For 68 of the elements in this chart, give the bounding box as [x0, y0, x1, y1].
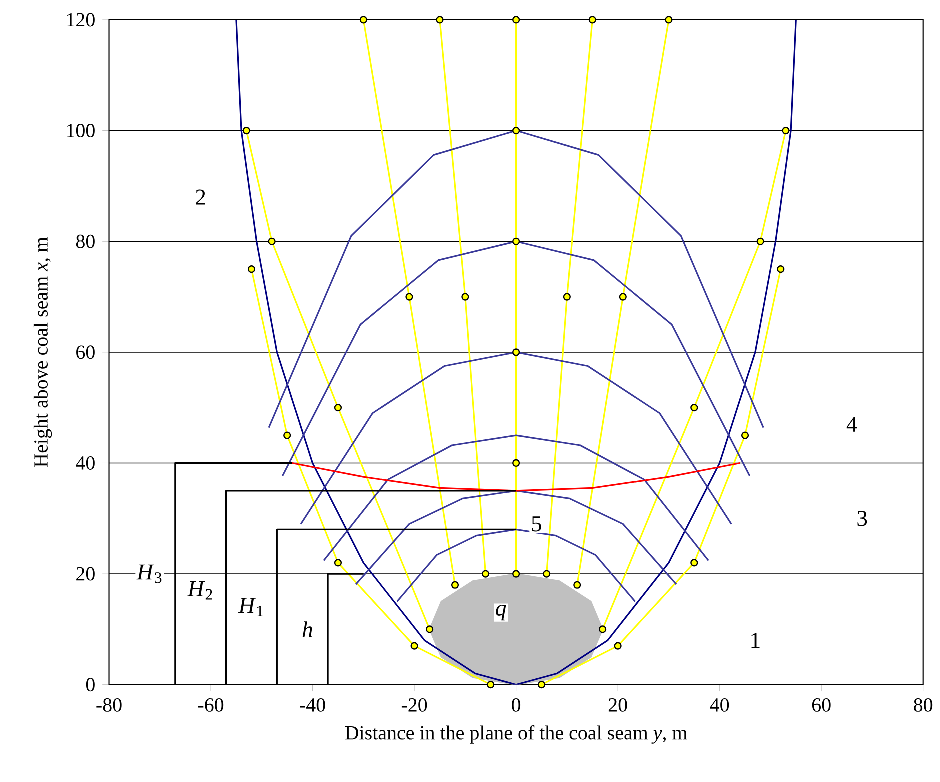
point	[741, 432, 750, 440]
point	[451, 581, 460, 589]
x-tick-label: -40	[300, 698, 326, 712]
point	[563, 293, 571, 301]
annotation: q	[496, 605, 506, 621]
line-series	[355, 490, 678, 586]
point	[619, 293, 627, 301]
point	[436, 16, 444, 24]
point	[599, 626, 607, 634]
point	[512, 570, 520, 578]
x-tick-label: 60	[812, 698, 831, 712]
y-axis-title: Height above coal seam x, m	[34, 237, 52, 468]
annotation: 1	[752, 632, 760, 648]
x-tick-label: -80	[96, 698, 122, 712]
point	[782, 126, 790, 135]
x-tick-label: 80	[914, 698, 933, 712]
line-series	[323, 434, 710, 562]
point	[334, 559, 342, 567]
annotation: h	[302, 622, 312, 638]
point	[512, 348, 520, 356]
annotation: 5	[532, 516, 542, 532]
x-tick-label: -60	[198, 698, 224, 712]
point	[665, 16, 673, 24]
point	[360, 16, 368, 24]
point	[777, 265, 785, 274]
y-tick-label: 0	[86, 678, 95, 692]
point	[426, 626, 434, 634]
point	[487, 681, 495, 689]
point	[756, 238, 764, 246]
line-series	[292, 462, 741, 492]
annotation: H$_{1}$	[238, 598, 264, 616]
y-tick-label: 120	[67, 13, 95, 27]
x-axis-title: Distance in the plane of the coal seam y, m	[345, 725, 688, 744]
x-tick-label: 0	[512, 698, 521, 712]
y-tick-label: 20	[76, 567, 95, 581]
annotation: 3	[858, 510, 868, 526]
point	[690, 404, 698, 412]
point	[538, 681, 546, 689]
point	[410, 642, 418, 650]
point	[482, 570, 490, 578]
point	[512, 126, 520, 135]
point	[690, 559, 698, 567]
point	[512, 238, 520, 246]
point	[543, 570, 551, 578]
point	[614, 642, 622, 650]
point	[574, 581, 582, 589]
point	[588, 16, 596, 24]
x-tick-label: 40	[710, 698, 730, 712]
y-tick-label: 100	[67, 124, 95, 138]
point	[512, 459, 520, 467]
point	[406, 293, 414, 301]
point	[462, 293, 470, 301]
annotation: H$_{2}$	[188, 581, 212, 600]
x-tick-label: -20	[402, 698, 428, 712]
y-tick-label: 40	[76, 456, 95, 470]
annotation: 4	[846, 416, 858, 432]
annotation: 2	[196, 190, 206, 205]
point	[284, 432, 292, 440]
annotation: H$_{3}$	[136, 564, 162, 584]
y-tick-label: 80	[76, 234, 95, 248]
x-tick-label: 20	[608, 698, 628, 712]
line-series	[236, 20, 797, 685]
point	[248, 265, 256, 274]
y-tick-label: 60	[76, 346, 95, 360]
point	[334, 404, 342, 412]
point	[242, 126, 250, 135]
point	[268, 238, 276, 246]
point	[512, 16, 520, 24]
